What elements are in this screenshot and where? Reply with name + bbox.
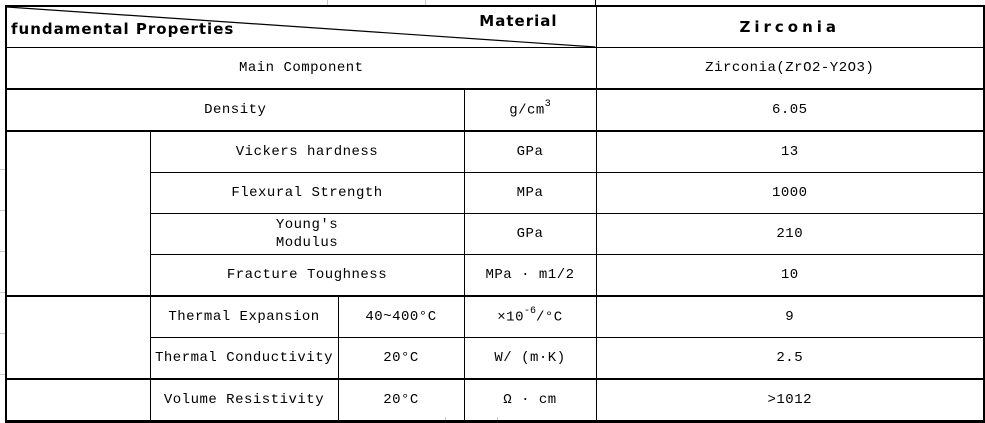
thermal-group-cell xyxy=(5,295,151,380)
thermal-expansion-condition-cell: 40~400°C xyxy=(337,295,465,338)
vickers-hardness-row: Vickers hardness GPa 13 xyxy=(5,130,985,297)
youngs-modulus-label-line2: Modulus xyxy=(275,235,339,251)
material-name: Zirconia xyxy=(739,17,841,36)
fracture-toughness-row: Fracture Toughness MPa · m1/2 10 xyxy=(6,254,985,297)
material-properties-table: fundamental Properties Material Zirconia… xyxy=(5,5,985,423)
youngs-modulus-row: Young's Modulus GPa 210 xyxy=(6,213,985,255)
header-material-label: Material xyxy=(479,12,558,30)
density-value-cell: 6.05 xyxy=(595,88,985,132)
volume-resistivity-row: Volume Resistivity 20°C Ω · cm >1012 xyxy=(5,378,985,422)
gridline-stub-top-2 xyxy=(425,0,426,5)
main-component-row: Main Component Zirconia(ZrO2-Y2O3) xyxy=(5,47,985,90)
header-properties-label: fundamental Properties xyxy=(11,20,235,38)
density-label-cell: Density xyxy=(5,88,465,132)
fracture-toughness-label-cell: Fracture Toughness xyxy=(149,254,465,297)
mechanical-group-cell xyxy=(5,130,151,297)
gridline-stub-left-3 xyxy=(0,251,5,252)
volume-resistivity-value-cell: >1012 xyxy=(595,378,985,422)
flexural-strength-label-cell: Flexural Strength xyxy=(149,172,465,214)
youngs-modulus-label-cell: Young's Modulus xyxy=(149,213,465,255)
thermal-expansion-label-cell: Thermal Expansion xyxy=(149,295,339,338)
density-unit-sup: 3 xyxy=(544,99,551,111)
thermal-expansion-unit-suffix: /°C xyxy=(536,309,563,326)
thermal-conductivity-value-cell: 2.5 xyxy=(595,337,985,380)
volume-resistivity-label-cell: Volume Resistivity xyxy=(149,378,339,422)
gridline-stub-left-2 xyxy=(0,210,5,211)
volume-resistivity-unit-cell: Ω · cm xyxy=(463,378,597,422)
thermal-conductivity-row: Thermal Conductivity 20°C W/ (m·K) 2.5 xyxy=(6,337,985,380)
volume-resistivity-condition-cell: 20°C xyxy=(337,378,465,422)
header-diagonal-cell: fundamental Properties Material xyxy=(5,5,597,48)
thermal-expansion-unit-prefix: ×10 xyxy=(497,309,524,326)
flexural-strength-value-cell: 1000 xyxy=(595,172,985,214)
flexural-strength-unit-cell: MPa xyxy=(463,172,597,214)
thermal-conductivity-label-cell: Thermal Conductivity xyxy=(149,337,339,380)
thermal-expansion-row: Thermal Expansion 40~400°C ×10-6/°C 9 xyxy=(5,295,985,380)
gridline-stub-top-1 xyxy=(327,0,328,5)
header-row: fundamental Properties Material Zirconia xyxy=(5,5,985,48)
main-component-value-cell: Zirconia(ZrO2-Y2O3) xyxy=(595,47,985,90)
main-component-label-cell: Main Component xyxy=(5,47,597,90)
header-material-name-cell: Zirconia xyxy=(595,5,985,48)
vickers-hardness-label-cell: Vickers hardness xyxy=(149,130,465,173)
density-unit: g/cm xyxy=(509,102,545,119)
density-row: Density g/cm3 6.05 xyxy=(5,88,985,132)
thermal-expansion-unit-cell: ×10-6/°C xyxy=(463,295,597,338)
fracture-toughness-value-cell: 10 xyxy=(595,254,985,297)
header-diagonal-line xyxy=(7,7,596,47)
vickers-hardness-unit-cell: GPa xyxy=(463,130,597,173)
gridline-stub-left-4 xyxy=(0,292,5,293)
youngs-modulus-label-line1: Young's xyxy=(275,217,339,233)
thermal-expansion-value-cell: 9 xyxy=(595,295,985,338)
gridline-stub-left-1 xyxy=(0,169,5,170)
thermal-expansion-unit-sup: -6 xyxy=(523,306,536,318)
density-unit-cell: g/cm3 xyxy=(463,88,597,132)
thermal-conductivity-unit-cell: W/ (m·K) xyxy=(463,337,597,380)
flexural-strength-row: Flexural Strength MPa 1000 xyxy=(6,172,985,214)
fracture-toughness-unit-cell: MPa · m1/2 xyxy=(463,254,597,297)
electrical-group-cell xyxy=(5,378,151,422)
gridline-stub-top-3 xyxy=(595,0,596,5)
gridline-stub-left-5 xyxy=(0,333,5,334)
youngs-modulus-value-cell: 210 xyxy=(595,213,985,255)
vickers-hardness-value-cell: 13 xyxy=(595,130,985,173)
youngs-modulus-unit-cell: GPa xyxy=(463,213,597,255)
thermal-conductivity-condition-cell: 20°C xyxy=(337,337,465,380)
gridline-stub-left-6 xyxy=(0,374,5,375)
